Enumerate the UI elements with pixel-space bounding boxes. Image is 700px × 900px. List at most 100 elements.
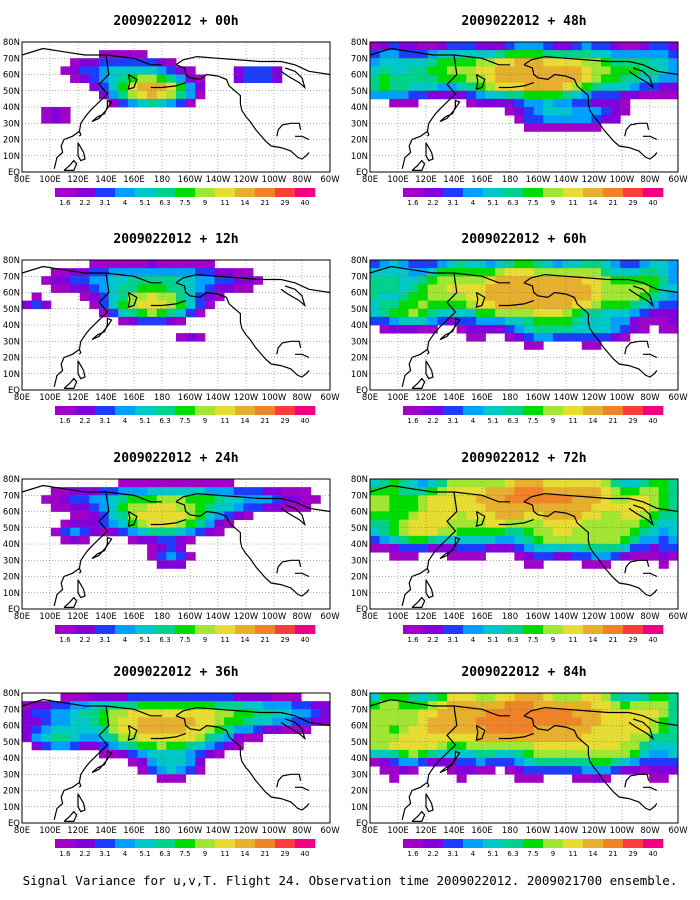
field-cell: [70, 511, 81, 521]
field-cell: [572, 552, 583, 561]
field-cell: [398, 98, 409, 108]
field-cell: [408, 758, 419, 767]
field-cell: [99, 717, 110, 726]
x-tick-label: 160W: [178, 393, 203, 403]
field-cell: [127, 50, 138, 59]
field-cell: [533, 341, 544, 350]
field-cell: [447, 527, 458, 537]
field-cell: [379, 284, 390, 293]
field-cell: [533, 717, 544, 726]
coastline: [21, 47, 162, 66]
colorbar-swatch: [55, 188, 76, 197]
field-cell: [629, 82, 640, 92]
colorbar-label: 7.5: [527, 417, 538, 425]
field-cell: [418, 300, 429, 310]
field-cell: [668, 284, 679, 293]
field-cell: [166, 725, 177, 735]
field-cell: [79, 527, 90, 537]
coastline: [401, 491, 458, 606]
field-cell: [379, 90, 390, 100]
colorbar-swatch: [643, 188, 664, 197]
field-cell: [629, 487, 640, 496]
colorbar-label: 21: [609, 636, 618, 644]
field-cell: [398, 487, 409, 496]
field-cell: [552, 107, 563, 116]
field-cell: [601, 774, 612, 783]
colorbar-swatch: [563, 625, 584, 634]
y-tick-label: 60N: [351, 71, 368, 81]
field-cell: [408, 535, 419, 545]
x-tick-label: 140W: [554, 826, 579, 836]
colorbar-swatch: [583, 839, 604, 848]
variance-field: [370, 260, 679, 350]
field-cell: [601, 260, 612, 269]
field-cell: [195, 749, 206, 759]
field-cell: [456, 701, 467, 710]
colorbar-swatch: [215, 188, 236, 197]
field-cell: [456, 503, 467, 512]
field-cell: [70, 709, 81, 718]
field-cell: [70, 733, 81, 743]
field-cell: [389, 300, 400, 310]
field-cell: [620, 268, 631, 277]
y-tick-label: 40N: [3, 103, 20, 113]
coastline: [150, 519, 186, 526]
field-cell: [370, 495, 381, 504]
field-cell: [581, 725, 592, 735]
field-cell: [118, 74, 129, 84]
x-tick-label: 160E: [123, 826, 145, 836]
field-cell: [504, 519, 515, 529]
field-cell: [243, 268, 254, 277]
field-cell: [475, 90, 486, 100]
field-cell: [475, 535, 486, 545]
field-cell: [466, 749, 477, 759]
field-cell: [89, 519, 100, 529]
field-cell: [552, 717, 563, 726]
field-cell: [524, 316, 535, 326]
field-cell: [70, 693, 81, 702]
field-cell: [495, 325, 506, 334]
colorbar-label: 7.5: [179, 417, 190, 425]
field-cell: [418, 701, 429, 710]
field-cell: [243, 709, 254, 718]
field-cell: [156, 98, 167, 108]
coastline: [439, 99, 461, 123]
colorbar-swatch: [215, 625, 236, 634]
coastline: [411, 377, 426, 389]
field-cell: [70, 276, 81, 285]
field-cell: [552, 487, 563, 496]
field-cell: [514, 276, 525, 285]
field-cell: [137, 66, 148, 75]
x-tick-label: 60W: [668, 175, 688, 185]
field-cell: [649, 741, 660, 751]
field-cell: [649, 709, 660, 718]
field-cell: [291, 701, 302, 710]
field-cell: [370, 487, 381, 496]
field-cell: [620, 693, 631, 702]
colorbar-label: 40: [301, 636, 310, 644]
field-cell: [281, 725, 292, 735]
field-cell: [601, 333, 612, 342]
field-cell: [466, 519, 477, 529]
field-cell: [224, 479, 235, 488]
field-cell: [639, 709, 650, 718]
field-cell: [79, 535, 90, 545]
field-cell: [610, 308, 621, 318]
coastline: [295, 353, 310, 359]
field-cell: [466, 725, 477, 735]
field-cell: [418, 268, 429, 277]
colorbar: 1.6 2.2 3.1 4 5.1 6.3 7.5 9 11 14 21 29 40: [55, 406, 316, 425]
field-cell: [281, 693, 292, 702]
x-tick-label: 100E: [39, 175, 61, 185]
field-cell: [379, 758, 390, 767]
field-cell: [108, 503, 119, 512]
field-cell: [552, 82, 563, 92]
field-cell: [495, 42, 506, 51]
field-cell: [649, 758, 660, 767]
coastline: [78, 131, 82, 137]
field-cell: [456, 519, 467, 529]
field-cell: [456, 487, 467, 496]
field-cell: [533, 552, 544, 561]
field-cell: [204, 479, 215, 488]
field-cell: [495, 535, 506, 545]
